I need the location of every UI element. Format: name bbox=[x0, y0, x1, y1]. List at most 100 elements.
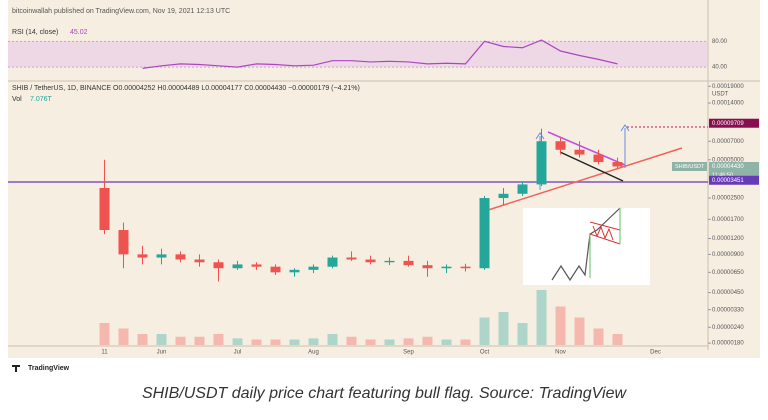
price-tag bbox=[709, 175, 759, 185]
candle-body bbox=[536, 141, 547, 185]
candle-body bbox=[460, 266, 471, 269]
price-tag-label: 0.00009709 bbox=[712, 121, 744, 127]
published-line: bitcoinwallah published on TradingView.c… bbox=[12, 8, 230, 15]
y-tick-label: 0.00001700 bbox=[712, 217, 744, 223]
axis-unit: USDT bbox=[712, 92, 729, 98]
x-tick-label: Aug bbox=[308, 350, 319, 356]
candle-body bbox=[574, 149, 585, 155]
volume-bar bbox=[251, 339, 262, 345]
x-tick-label: Jul bbox=[234, 350, 242, 356]
rsi-tick-label: 80.00 bbox=[712, 39, 728, 45]
volume-label: Vol bbox=[12, 96, 22, 103]
inset-flag bbox=[589, 221, 621, 245]
volume-bar bbox=[289, 339, 300, 345]
candle-body bbox=[555, 141, 566, 150]
volume-bar bbox=[441, 339, 452, 345]
y-tick-label: 0.00001200 bbox=[712, 236, 744, 242]
y-tick-label: 0.00000180 bbox=[712, 341, 744, 347]
volume-bar bbox=[555, 306, 566, 345]
y-tick-label: 0.00000240 bbox=[712, 325, 744, 331]
y-tick-label: 0.00005000 bbox=[712, 157, 744, 163]
volume-bar bbox=[137, 334, 148, 345]
y-tick-label: 0.00000650 bbox=[712, 270, 744, 276]
inset-path bbox=[551, 207, 621, 282]
candle-body bbox=[346, 257, 357, 260]
volume-bar bbox=[156, 334, 167, 345]
y-tick-label: 0.00007000 bbox=[712, 139, 744, 145]
volume-bar bbox=[574, 317, 585, 345]
rsi-band bbox=[8, 41, 708, 68]
volume-bar bbox=[384, 339, 395, 345]
volume-bar bbox=[308, 338, 319, 345]
price-tag-label: 0.00004430 bbox=[712, 164, 744, 170]
price-tag-label: 0.00003451 bbox=[712, 178, 744, 184]
x-tick-label: Oct bbox=[480, 350, 490, 356]
volume-bar bbox=[118, 328, 129, 345]
candle-body bbox=[479, 198, 490, 269]
y-tick-label: 0.00014000 bbox=[712, 101, 744, 107]
caption: SHIB/USDT daily price chart featuring bu… bbox=[142, 385, 628, 402]
volume-bar bbox=[194, 336, 205, 345]
volume-bar bbox=[346, 336, 357, 345]
logo-icon bbox=[12, 365, 20, 372]
y-tick-label: 0.00000900 bbox=[712, 252, 744, 258]
rsi-tick-label: 40.00 bbox=[712, 65, 728, 71]
volume-bar bbox=[593, 328, 604, 345]
candle-body bbox=[99, 187, 110, 231]
volume-bar bbox=[612, 334, 623, 345]
volume-bar bbox=[517, 323, 528, 345]
candle-body bbox=[251, 264, 262, 267]
volume-bar bbox=[270, 339, 281, 345]
candle-body bbox=[194, 259, 205, 263]
price-tag bbox=[709, 161, 759, 171]
candle-body bbox=[156, 254, 167, 258]
volume-bar bbox=[498, 312, 509, 345]
candle-body bbox=[593, 154, 604, 163]
candle-body bbox=[270, 266, 281, 273]
candle-body bbox=[308, 266, 319, 270]
candle-body bbox=[403, 260, 414, 266]
countdown-tag bbox=[709, 170, 759, 179]
rsi-label: RSI (14, close) bbox=[12, 29, 58, 36]
flag-bottom bbox=[559, 151, 624, 182]
volume-bar bbox=[213, 334, 224, 345]
candle-body bbox=[384, 260, 395, 263]
y-tick-label: 0.00000330 bbox=[712, 307, 744, 313]
volume-bar bbox=[403, 338, 414, 345]
candle-body bbox=[498, 193, 509, 199]
y-tick-label: 0.00019000 bbox=[712, 84, 744, 90]
x-tick-label: Dec bbox=[650, 350, 661, 356]
y-tick-label: 0.00002500 bbox=[712, 196, 744, 202]
candle-body bbox=[612, 162, 623, 167]
volume-value: 7.076T bbox=[30, 96, 53, 103]
candle-body bbox=[422, 265, 433, 269]
symbol-tag bbox=[672, 161, 707, 171]
candle-body bbox=[232, 264, 243, 269]
candle-body bbox=[137, 254, 148, 258]
x-tick-label: Jun bbox=[157, 350, 167, 356]
price-tag bbox=[709, 118, 759, 128]
candle-body bbox=[118, 230, 129, 255]
candle-body bbox=[289, 269, 300, 273]
volume-bar bbox=[232, 338, 243, 345]
rsi-line bbox=[142, 39, 618, 69]
logo: TradingView bbox=[28, 365, 70, 372]
trend-line bbox=[484, 147, 683, 212]
volume-bar bbox=[99, 323, 110, 345]
candle-body bbox=[441, 266, 452, 269]
candle-body bbox=[517, 184, 528, 194]
volume-bar bbox=[536, 290, 547, 345]
x-tick-label: Sep bbox=[403, 350, 414, 356]
volume-bar bbox=[175, 336, 186, 345]
volume-bar bbox=[327, 334, 338, 345]
volume-bar bbox=[365, 339, 376, 345]
volume-bar bbox=[460, 339, 471, 345]
flag-inset bbox=[523, 207, 650, 285]
arrow-head bbox=[535, 132, 545, 140]
x-tick-label: Nov bbox=[555, 350, 566, 356]
candle-body bbox=[365, 259, 376, 263]
symbol-tag-label: SHIB/USDT bbox=[675, 164, 705, 170]
arrow-head bbox=[620, 124, 630, 132]
candle-body bbox=[327, 257, 338, 267]
